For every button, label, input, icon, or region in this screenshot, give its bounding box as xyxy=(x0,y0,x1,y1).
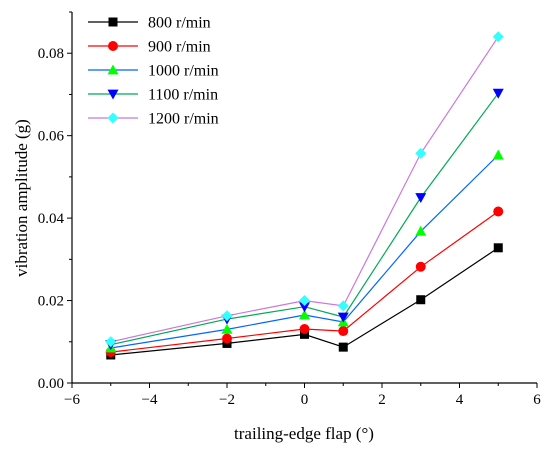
legend: 800 r/min 900 r/min 1000 r/min 1100 r/min 12… xyxy=(88,15,219,128)
y-tick-label: 0.06 xyxy=(38,129,65,145)
data-point xyxy=(337,312,349,323)
legend-label: 800 r/min xyxy=(148,15,211,32)
series-line xyxy=(110,247,499,356)
plot-lines xyxy=(110,36,499,356)
data-point xyxy=(299,309,310,320)
x-tick-label: 6 xyxy=(533,392,541,408)
x-tick-label: 2 xyxy=(378,392,386,408)
data-point xyxy=(299,323,310,334)
legend-label: 1200 r/min xyxy=(148,111,219,128)
data-point xyxy=(493,243,503,253)
legend-marker xyxy=(107,64,119,75)
legend-marker xyxy=(108,41,118,51)
data-point xyxy=(415,193,427,203)
x-axis-title: trailing-edge flap (°) xyxy=(234,424,374,443)
data-point xyxy=(300,329,309,339)
data-point xyxy=(416,295,426,305)
legend-marker xyxy=(107,89,119,100)
data-point xyxy=(105,336,117,348)
x-tick-label: 4 xyxy=(456,392,464,408)
legend-label: 1000 r/min xyxy=(148,63,219,80)
data-point xyxy=(492,149,504,160)
data-point xyxy=(492,88,504,99)
y-axis-title: vibration amplitude (g) xyxy=(12,119,31,277)
y-tick-label: 0.00 xyxy=(38,376,64,392)
data-point xyxy=(415,225,427,236)
data-point xyxy=(415,147,427,159)
legend-label: 1100 r/min xyxy=(148,87,218,104)
legend-marker xyxy=(108,17,118,27)
y-tick-label: 0.08 xyxy=(38,46,64,62)
axes: −6 −4 −2 0 2 4 6 0.00 0.02 0.04 0.06 0.08 xyxy=(38,11,541,408)
data-point xyxy=(338,342,348,352)
y-tick-label: 0.02 xyxy=(38,294,64,310)
data-point xyxy=(299,295,310,307)
data-point xyxy=(337,300,349,312)
legend-label: 900 r/min xyxy=(148,39,211,56)
data-point xyxy=(299,302,310,313)
data-point xyxy=(222,333,232,344)
x-tick-label: −4 xyxy=(142,392,158,408)
data-point xyxy=(493,206,504,217)
series-line xyxy=(110,36,499,343)
series-line xyxy=(110,92,499,346)
series-line xyxy=(110,154,499,349)
data-point xyxy=(338,326,349,337)
series-line xyxy=(110,211,499,353)
x-tick-label: −6 xyxy=(64,392,80,408)
x-tick-label: −2 xyxy=(219,392,235,408)
data-point xyxy=(221,323,233,334)
y-tick-label: 0.04 xyxy=(38,211,65,227)
data-point xyxy=(221,310,233,322)
data-point xyxy=(492,31,504,43)
legend-marker xyxy=(107,112,119,124)
data-point xyxy=(415,261,426,272)
x-tick-label: 0 xyxy=(301,392,309,408)
plot-markers xyxy=(105,31,504,360)
